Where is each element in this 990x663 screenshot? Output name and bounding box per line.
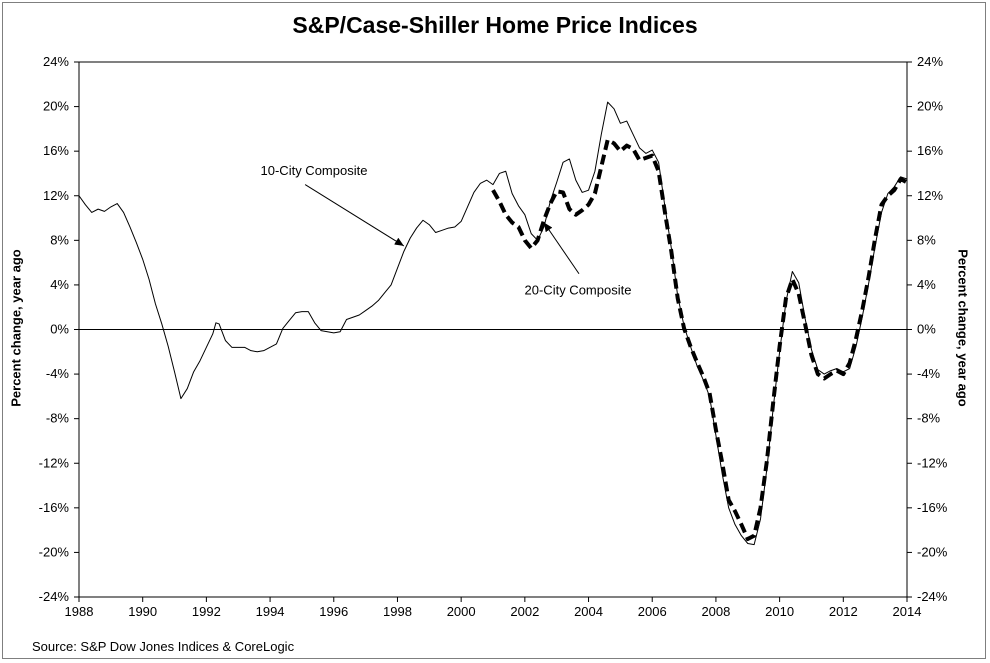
y-tick-label-left: 8% — [50, 232, 69, 247]
y-tick-label-right: -8% — [917, 411, 941, 426]
series-line-10-city — [78, 101, 908, 546]
y-tick-label-right: -24% — [917, 589, 948, 604]
y-tick-label-right: -12% — [917, 455, 948, 470]
y-tick-label-right: 24% — [917, 54, 943, 69]
y-tick-label-left: -12% — [39, 455, 70, 470]
x-tick-label: 2012 — [829, 604, 858, 619]
annotation-20-city: 20-City Composite — [525, 282, 632, 297]
y-tick-label-right: 12% — [917, 188, 943, 203]
y-tick-label-left: 4% — [50, 277, 69, 292]
x-tick-label: 1996 — [319, 604, 348, 619]
x-tick-label: 2000 — [447, 604, 476, 619]
y-tick-label-left: 16% — [43, 143, 69, 158]
y-tick-label-right: 0% — [917, 322, 936, 337]
y-tick-label-left: -16% — [39, 500, 70, 515]
x-tick-label: 1990 — [128, 604, 157, 619]
y-tick-label-right: -16% — [917, 500, 948, 515]
x-tick-label: 2002 — [510, 604, 539, 619]
chart-title: S&P/Case-Shiller Home Price Indices — [292, 12, 698, 38]
source-note: Source: S&P Dow Jones Indices & CoreLogi… — [32, 639, 295, 654]
y-tick-label-right: 8% — [917, 232, 936, 247]
annotation-arrow-20-city — [543, 222, 580, 275]
x-tick-label: 2010 — [765, 604, 794, 619]
x-tick-label: 2006 — [638, 604, 667, 619]
x-tick-label: 2004 — [574, 604, 603, 619]
y-tick-label-left: -8% — [46, 411, 70, 426]
x-tick-label: 2008 — [701, 604, 730, 619]
annotation-10-city: 10-City Composite — [261, 163, 368, 178]
y-tick-label-left: 12% — [43, 188, 69, 203]
x-tick-label: 2014 — [893, 604, 922, 619]
y-tick-label-left: -4% — [46, 366, 70, 381]
y-tick-label-right: 16% — [917, 143, 943, 158]
x-tick-label: 1988 — [65, 604, 94, 619]
x-tick-label: 1992 — [192, 604, 221, 619]
y-tick-label-right: 4% — [917, 277, 936, 292]
y-tick-label-right: -20% — [917, 544, 948, 559]
y-tick-label-left: 24% — [43, 54, 69, 69]
y-tick-label-left: 20% — [43, 99, 69, 114]
series-line-20-city — [491, 138, 908, 542]
y-tick-label-left: -20% — [39, 544, 70, 559]
y-tick-label-right: 20% — [917, 99, 943, 114]
y-tick-label-right: -4% — [917, 366, 941, 381]
x-tick-label: 1994 — [256, 604, 285, 619]
annotation-arrow-10-city — [304, 184, 405, 247]
x-tick-label: 1998 — [383, 604, 412, 619]
y-tick-label-left: -24% — [39, 589, 70, 604]
y-tick-label-left: 0% — [50, 322, 69, 337]
